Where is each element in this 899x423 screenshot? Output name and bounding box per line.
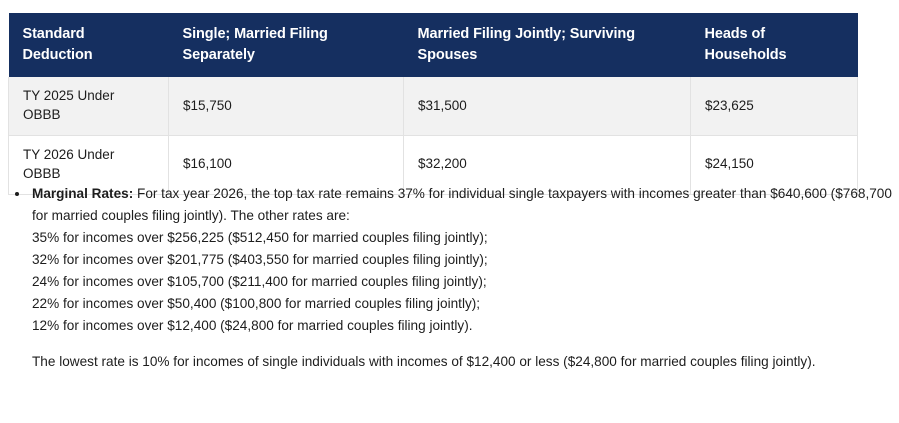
rate-line: 22% for incomes over $50,400 ($100,800 f… (32, 296, 481, 312)
rate-line: 24% for incomes over $105,700 ($211,400 … (32, 274, 487, 290)
rate-lines-group: 35% for incomes over $256,225 ($512,450 … (32, 227, 899, 337)
rate-line: 12% for incomes over $12,400 ($24,800 fo… (32, 318, 473, 334)
column-header-married-filing-jointly-surviving-spouses: Married Filing Jointly; Surviving Spouse… (403, 13, 691, 78)
cell-head-of-household: $24,150 (690, 135, 858, 195)
table-row: TY 2026 Under OBBB $16,100 $32,200 $24,1… (8, 135, 858, 195)
table-body: TY 2025 Under OBBB $15,750 $31,500 $23,6… (8, 77, 858, 195)
column-header-standard-deduction: Standard Deduction (8, 13, 169, 78)
list-item: Marginal Rates: For tax year 2026, the t… (0, 183, 899, 373)
cell-joint: $32,200 (403, 135, 691, 195)
cell-row-label: TY 2026 Under OBBB (8, 135, 169, 195)
table-row: TY 2025 Under OBBB $15,750 $31,500 $23,6… (8, 77, 858, 136)
cell-joint: $31,500 (403, 77, 691, 136)
marginal-rates-paragraph: Marginal Rates: For tax year 2026, the t… (32, 183, 899, 227)
cell-head-of-household: $23,625 (690, 77, 858, 136)
marginal-rates-list: Marginal Rates: For tax year 2026, the t… (0, 183, 899, 373)
table-header-row: Standard Deduction Single; Married Filin… (8, 13, 858, 78)
marginal-rates-label: Marginal Rates: (32, 186, 134, 201)
rate-line: 32% for incomes over $201,775 ($403,550 … (32, 252, 488, 268)
bullet-icon (15, 192, 19, 196)
column-header-single-married-filing-separately: Single; Married Filing Separately (168, 13, 404, 78)
table-header: Standard Deduction Single; Married Filin… (8, 13, 858, 78)
cell-row-label: TY 2025 Under OBBB (8, 77, 169, 136)
standard-deduction-table-container: Standard Deduction Single; Married Filin… (8, 13, 858, 195)
standard-deduction-table: Standard Deduction Single; Married Filin… (8, 13, 858, 195)
column-header-heads-of-households: Heads of Households (690, 13, 858, 78)
notes-section: Marginal Rates: For tax year 2026, the t… (0, 183, 899, 373)
rate-line: 35% for incomes over $256,225 ($512,450 … (32, 230, 488, 246)
lowest-rate-paragraph: The lowest rate is 10% for incomes of si… (32, 354, 816, 370)
marginal-rates-intro: For tax year 2026, the top tax rate rema… (32, 186, 892, 224)
cell-single: $15,750 (168, 77, 404, 136)
cell-single: $16,100 (168, 135, 404, 195)
